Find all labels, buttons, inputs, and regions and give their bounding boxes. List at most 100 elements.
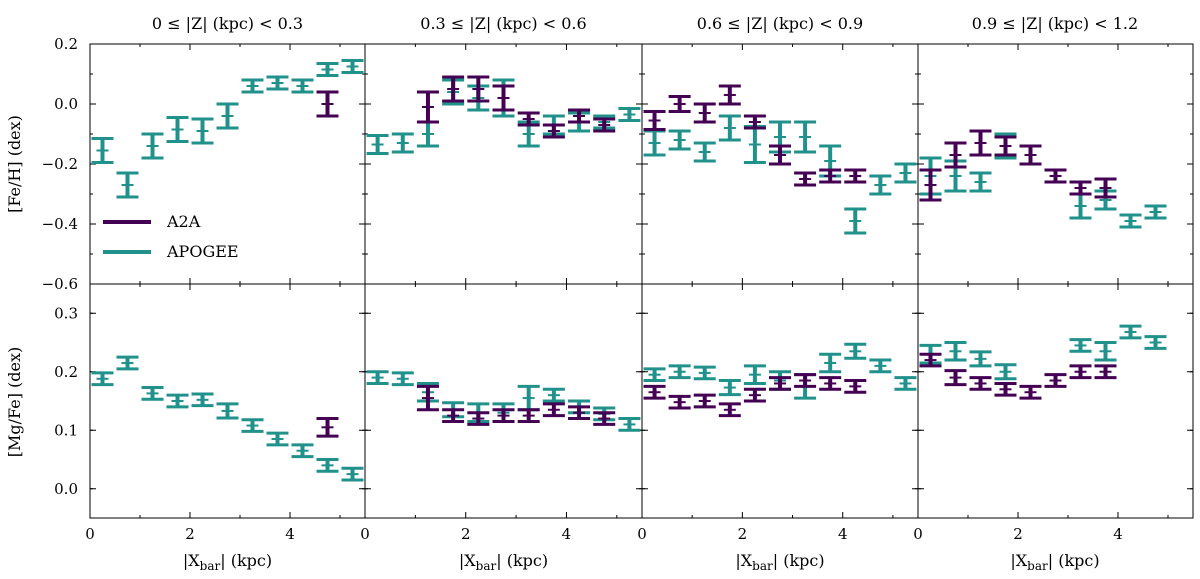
errorbar-point xyxy=(416,90,439,124)
errorbar-point xyxy=(1094,177,1117,199)
errorbar-point xyxy=(291,443,314,459)
x-tick-label: 4 xyxy=(838,525,848,543)
panel-title-1: 0 ≤ |Z| (kpc) < 0.3 xyxy=(152,14,303,33)
errorbar-point xyxy=(794,373,817,388)
series-apogee xyxy=(91,355,364,482)
errorbar-point xyxy=(743,114,766,130)
x-tick-label: 4 xyxy=(562,525,572,543)
errorbar-point xyxy=(969,129,992,157)
errorbar-point xyxy=(191,392,214,408)
errorbar-point xyxy=(141,132,164,160)
errorbar-point xyxy=(869,174,892,196)
errorbar-point xyxy=(391,132,414,154)
errorbar-point xyxy=(969,350,992,368)
errorbar-point xyxy=(718,84,741,106)
svg-text:|Xbar| (kpc): |Xbar| (kpc) xyxy=(183,551,272,573)
errorbar-point xyxy=(316,458,339,473)
legend-label-a2a: A2A xyxy=(166,212,201,231)
y-tick-label: 0.0 xyxy=(54,480,78,498)
x-tick-label: 2 xyxy=(738,525,748,543)
legend: A2A APOGEE xyxy=(103,212,239,261)
errorbar-point xyxy=(91,137,114,164)
errorbar-point xyxy=(1019,384,1042,400)
y-tick-label: 0.3 xyxy=(54,304,78,322)
x-tick-label: 0 xyxy=(637,525,647,543)
errorbar-point xyxy=(366,370,389,385)
panels-layer: 0.20.0−0.2−0.4−0.60 2 40.30.20.10.00 2 4 0 2 4 0… xyxy=(42,35,1194,543)
errorbar-point xyxy=(467,75,490,103)
y-tick-label: 0.0 xyxy=(54,95,78,113)
errorbar-point xyxy=(869,358,892,374)
y-tick-label: −0.4 xyxy=(42,215,78,233)
legend-label-apogee: APOGEE xyxy=(166,242,239,261)
errorbar-point xyxy=(643,367,666,383)
errorbar-point xyxy=(1144,204,1167,220)
panel-2 xyxy=(364,43,643,285)
errorbar-point xyxy=(542,402,565,418)
errorbar-point xyxy=(442,75,465,103)
axes-text-layer: 0 ≤ |Z| (kpc) < 0.3 0.3 ≤ |Z| (kpc) < 0.… xyxy=(5,14,1138,573)
x-tick-label: 2 xyxy=(461,525,471,543)
errorbar-point xyxy=(1094,364,1117,380)
errorbar-point xyxy=(969,171,992,193)
panel-title-4: 0.9 ≤ |Z| (kpc) < 1.2 xyxy=(972,14,1138,33)
series-a2a xyxy=(316,90,339,118)
y-tick-label: 0.1 xyxy=(54,421,78,439)
errorbar-point xyxy=(517,384,540,412)
errorbar-point xyxy=(718,114,741,142)
errorbar-point xyxy=(1119,213,1142,229)
errorbar-point xyxy=(919,352,942,368)
errorbar-point xyxy=(266,75,289,91)
errorbar-point xyxy=(643,384,666,400)
errorbar-point xyxy=(743,125,766,164)
errorbar-point xyxy=(366,134,389,155)
errorbar-point xyxy=(492,408,515,423)
y-tick-label: −0.2 xyxy=(42,155,78,173)
panel-3 xyxy=(641,43,919,285)
errorbar-point xyxy=(1044,373,1067,388)
series-a2a xyxy=(416,75,616,139)
errorbar-point xyxy=(994,381,1017,397)
errorbar-point xyxy=(517,408,540,423)
errorbar-point xyxy=(944,141,967,169)
errorbar-point xyxy=(391,371,414,387)
errorbar-point xyxy=(266,431,289,447)
errorbar-point xyxy=(618,417,641,432)
errorbar-point xyxy=(492,84,515,112)
errorbar-point xyxy=(1094,341,1117,362)
panel-frame xyxy=(917,283,1194,519)
panel-title-3: 0.6 ≤ |Z| (kpc) < 0.9 xyxy=(697,14,863,33)
errorbar-point xyxy=(1094,189,1117,211)
errorbar-point xyxy=(1069,180,1092,196)
errorbar-point xyxy=(216,402,239,420)
y-tick-label: −0.6 xyxy=(42,275,78,293)
series-apogee xyxy=(91,59,364,199)
x-tick-label: 0 xyxy=(85,525,95,543)
panel-5: 0 2 4 0.3 0.2 0.1 0.0 xyxy=(54,283,366,543)
errorbar-point xyxy=(643,129,666,157)
errorbar-point xyxy=(1144,335,1167,350)
errorbar-point xyxy=(668,364,691,380)
panel-7: 0 2 4 xyxy=(637,283,919,543)
errorbar-point xyxy=(316,90,339,118)
errorbar-point xyxy=(718,379,741,397)
errorbar-point xyxy=(693,102,716,124)
panel-frame xyxy=(364,283,643,519)
panel-frame xyxy=(641,283,919,519)
errorbar-point xyxy=(593,411,616,426)
errorbar-point xyxy=(191,117,214,145)
series-a2a xyxy=(416,384,616,426)
errorbar-point xyxy=(794,120,817,154)
errorbar-point xyxy=(769,144,791,166)
y-axis-label-bottom: [Mg/Fe] (dex) xyxy=(5,347,24,458)
errorbar-point xyxy=(994,363,1017,381)
series-a2a xyxy=(919,352,1117,400)
x-tick-label: 2 xyxy=(185,525,195,543)
errorbar-point xyxy=(844,168,867,184)
errorbar-point xyxy=(919,168,942,202)
errorbar-point xyxy=(794,171,817,187)
errorbar-point xyxy=(166,393,189,409)
y-axis-label-top: [Fe/H] (dex) xyxy=(5,115,24,213)
x-tick-label: 0 xyxy=(360,525,370,543)
